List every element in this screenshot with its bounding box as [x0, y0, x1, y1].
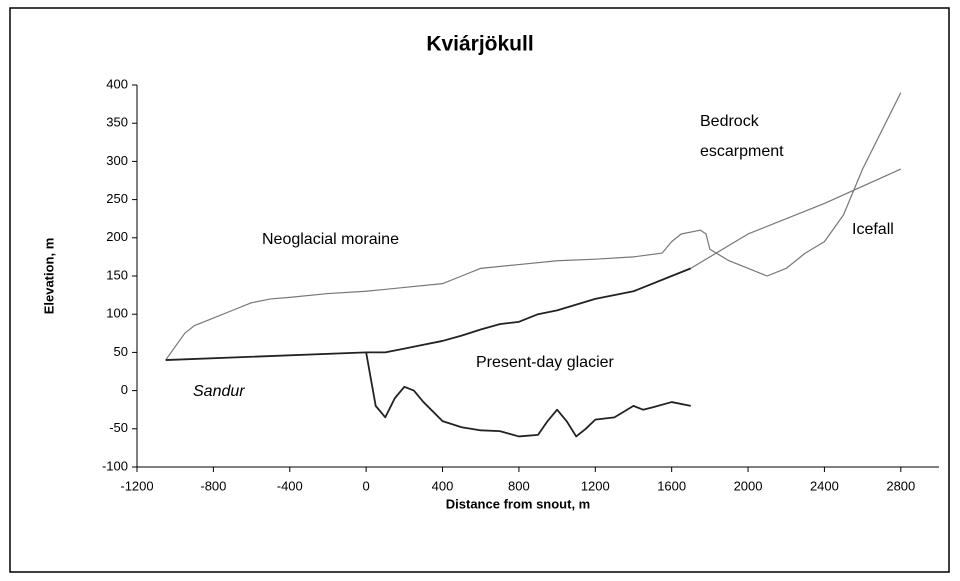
- y-axis-label: Elevation, m: [41, 238, 56, 315]
- annotation: escarpment: [700, 143, 784, 160]
- y-tick-label: -100: [102, 458, 128, 473]
- x-axis-label: Distance from snout, m: [446, 496, 590, 511]
- x-tick-label: 2800: [886, 478, 915, 493]
- y-tick-label: 100: [106, 306, 128, 321]
- chart-title: Kviárjökull: [426, 33, 533, 56]
- line-series: [165, 267, 692, 361]
- x-tick-label: 1200: [581, 478, 610, 493]
- x-tick-label: 2400: [810, 478, 839, 493]
- annotation: Present-day glacier: [476, 354, 615, 371]
- annotation: Sandur: [193, 383, 245, 400]
- y-tick-label: 0: [121, 382, 128, 397]
- y-tick-label: 50: [114, 344, 128, 359]
- y-tick-label: 250: [106, 191, 128, 206]
- x-tick-label: 800: [508, 478, 530, 493]
- y-tick-label: 350: [106, 115, 128, 130]
- x-tick-label: 1600: [657, 478, 686, 493]
- annotation: Bedrock: [700, 113, 760, 130]
- x-tick-label: 400: [432, 478, 454, 493]
- line-series: [165, 92, 902, 361]
- y-tick-label: 200: [106, 229, 128, 244]
- x-tick-label: -400: [277, 478, 303, 493]
- y-tick-label: 400: [106, 76, 128, 91]
- y-tick-label: 150: [106, 267, 128, 282]
- frame: [9, 7, 950, 573]
- annotation: Icefall: [852, 221, 894, 238]
- x-tick-label: 0: [363, 478, 370, 493]
- line-series: [690, 168, 902, 269]
- annotation: Neoglacial moraine: [262, 231, 399, 248]
- y-tick-label: 300: [106, 153, 128, 168]
- line-series: [365, 352, 691, 438]
- x-tick-label: 2000: [734, 478, 763, 493]
- x-tick-label: -1200: [120, 478, 153, 493]
- x-tick-label: -800: [200, 478, 226, 493]
- y-tick-label: -50: [109, 420, 128, 435]
